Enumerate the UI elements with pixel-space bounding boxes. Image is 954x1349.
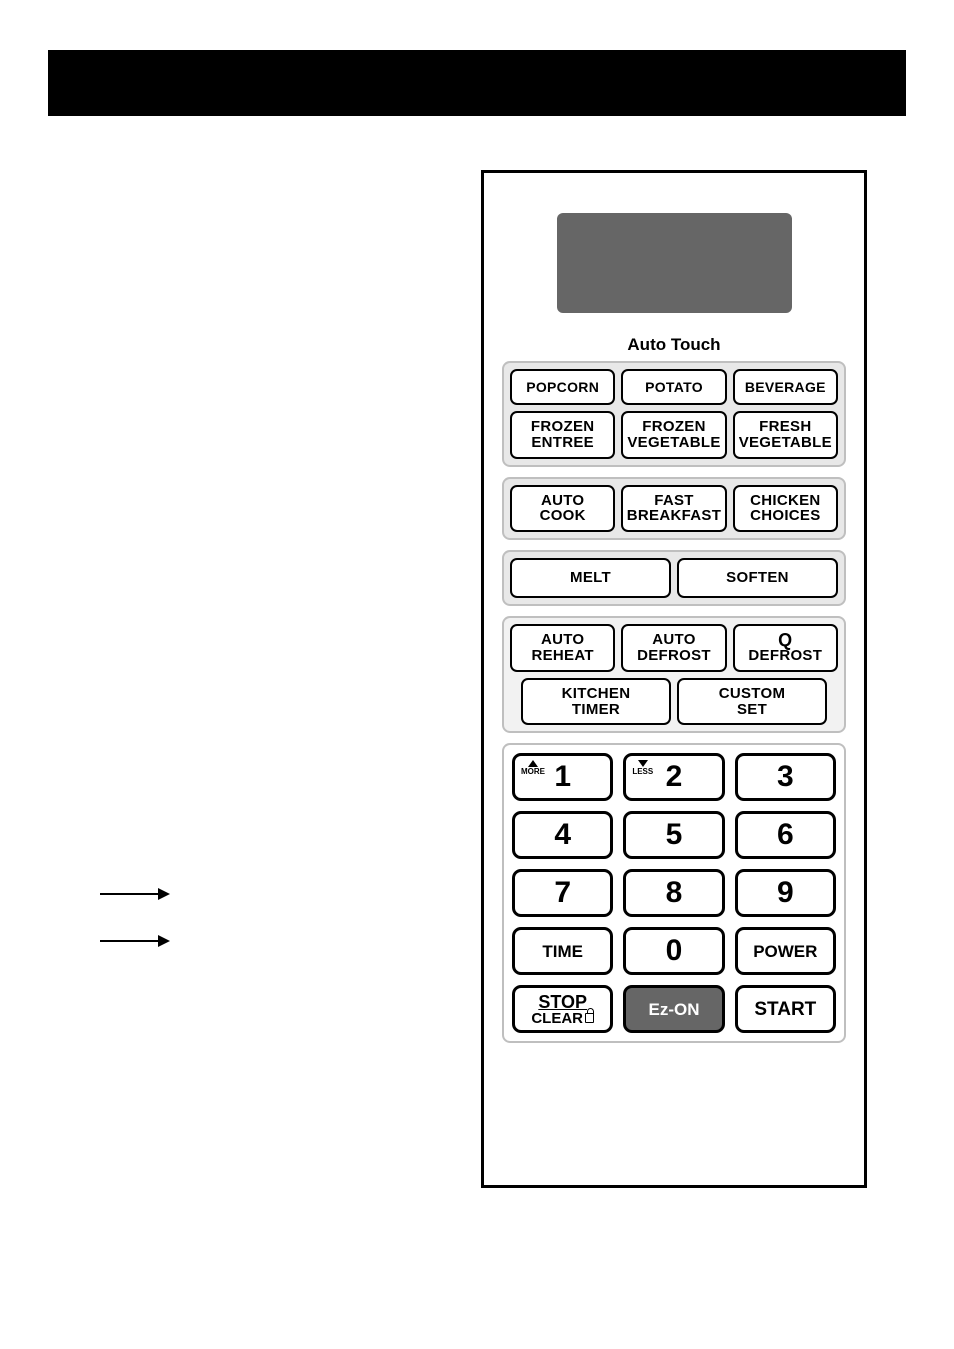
label-l2: VEGETABLE (739, 435, 832, 451)
triangle-down-icon (638, 760, 648, 767)
label-l1: CUSTOM (719, 686, 786, 702)
chicken-choices-button[interactable]: CHICKEN CHOICES (733, 485, 838, 533)
power-button[interactable]: POWER (735, 927, 836, 975)
auto-cook-button[interactable]: AUTO COOK (510, 485, 615, 533)
digit: 8 (666, 876, 683, 910)
fresh-vegetable-button[interactable]: FRESH VEGETABLE (733, 411, 838, 459)
ez-on-label: Ez-ON (648, 1001, 699, 1018)
label-l1: FRESH (759, 419, 811, 435)
time-label: TIME (542, 943, 583, 960)
q-defrost-button[interactable]: Q DEFROST (733, 624, 838, 672)
label-l2: CHOICES (750, 508, 820, 524)
label-l1: AUTO (541, 493, 584, 509)
label-l2: DEFROST (748, 648, 822, 664)
popcorn-button[interactable]: POPCORN (510, 369, 615, 405)
display-screen (557, 213, 792, 313)
auto-touch-group: POPCORN POTATO BEVERAGE FROZEN ENTREE FR… (502, 361, 846, 467)
soften-button[interactable]: SOFTEN (677, 558, 838, 598)
melt-button[interactable]: MELT (510, 558, 671, 598)
label-l1: AUTO (652, 632, 695, 648)
label-l2: BREAKFAST (627, 508, 721, 524)
header-black-bar (48, 50, 906, 116)
keypad-5-button[interactable]: 5 (623, 811, 724, 859)
digit: 6 (777, 818, 794, 852)
power-label: POWER (753, 943, 817, 960)
frozen-vegetable-button[interactable]: FROZEN VEGETABLE (621, 411, 726, 459)
stop-label: STOP (538, 993, 587, 1011)
digit: 7 (554, 876, 571, 910)
keypad-4-button[interactable]: 4 (512, 811, 613, 859)
digit: 9 (777, 876, 794, 910)
reheat-defrost-group: AUTO REHEAT AUTO DEFROST Q DEFROST KITCH… (502, 616, 846, 733)
keypad-7-button[interactable]: 7 (512, 869, 613, 917)
label-l1: KITCHEN (562, 686, 631, 702)
popcorn-label: POPCORN (526, 380, 599, 395)
label-l1: CHICKEN (750, 493, 820, 509)
keypad-3-button[interactable]: 3 (735, 753, 836, 801)
digit: 1 (554, 760, 571, 794)
q-icon: Q (778, 632, 792, 648)
more-label: MORE (521, 760, 545, 776)
keypad-9-button[interactable]: 9 (735, 869, 836, 917)
time-button[interactable]: TIME (512, 927, 613, 975)
clear-label: CLEAR (531, 1011, 594, 1026)
start-button[interactable]: START (735, 985, 836, 1033)
label-l1: FROZEN (531, 419, 594, 435)
potato-label: POTATO (645, 380, 703, 395)
digit: 5 (666, 818, 683, 852)
keypad-1-button[interactable]: MORE 1 (512, 753, 613, 801)
fast-breakfast-button[interactable]: FAST BREAKFAST (621, 485, 726, 533)
beverage-button[interactable]: BEVERAGE (733, 369, 838, 405)
label-l1: AUTO (541, 632, 584, 648)
label-l2: COOK (540, 508, 586, 524)
lock-icon (585, 1013, 594, 1023)
less-label: LESS (632, 760, 653, 776)
frozen-entree-button[interactable]: FROZEN ENTREE (510, 411, 615, 459)
label-l2: TIMER (572, 702, 620, 718)
auto-reheat-button[interactable]: AUTO REHEAT (510, 624, 615, 672)
numpad-group: MORE 1 LESS 2 3 4 5 6 7 8 9 TIME 0 POWER (502, 743, 846, 1043)
start-label: START (754, 1000, 816, 1019)
label-l2: ENTREE (531, 435, 594, 451)
ez-on-button[interactable]: Ez-ON (623, 985, 724, 1033)
label-l1: FROZEN (642, 419, 705, 435)
microwave-control-panel: Auto Touch POPCORN POTATO BEVERAGE FROZE… (481, 170, 867, 1188)
keypad-2-button[interactable]: LESS 2 (623, 753, 724, 801)
auto-touch-label: Auto Touch (502, 335, 846, 355)
digit: 4 (554, 818, 571, 852)
cook-group: AUTO COOK FAST BREAKFAST CHICKEN CHOICES (502, 477, 846, 541)
melt-soften-group: MELT SOFTEN (502, 550, 846, 606)
custom-set-button[interactable]: CUSTOM SET (677, 678, 827, 726)
keypad-6-button[interactable]: 6 (735, 811, 836, 859)
digit: 0 (666, 934, 683, 968)
beverage-label: BEVERAGE (745, 380, 826, 395)
soften-label: SOFTEN (726, 570, 789, 586)
triangle-up-icon (528, 760, 538, 767)
auto-defrost-button[interactable]: AUTO DEFROST (621, 624, 726, 672)
arrow-indicator-2 (100, 934, 170, 948)
keypad-8-button[interactable]: 8 (623, 869, 724, 917)
label-l2: REHEAT (531, 648, 593, 664)
digit: 2 (666, 760, 683, 794)
label-l2: VEGETABLE (627, 435, 720, 451)
keypad-0-button[interactable]: 0 (623, 927, 724, 975)
label-l2: DEFROST (637, 648, 711, 664)
stop-clear-button[interactable]: STOP CLEAR (512, 985, 613, 1033)
label-l2: SET (737, 702, 767, 718)
kitchen-timer-button[interactable]: KITCHEN TIMER (521, 678, 671, 726)
digit: 3 (777, 760, 794, 794)
potato-button[interactable]: POTATO (621, 369, 726, 405)
arrow-indicator-1 (100, 887, 170, 901)
melt-label: MELT (570, 570, 611, 586)
label-l1: FAST (654, 493, 694, 509)
